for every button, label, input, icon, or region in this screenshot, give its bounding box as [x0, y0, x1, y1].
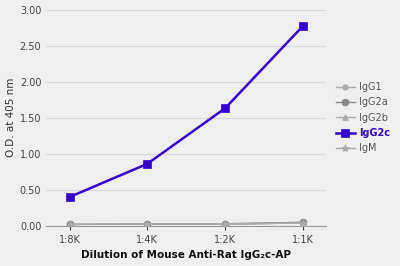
IgM	[223, 222, 228, 226]
IgM	[145, 222, 150, 226]
Line: IgG2a: IgG2a	[66, 219, 306, 228]
Y-axis label: O.D. at 405 nm: O.D. at 405 nm	[6, 78, 16, 157]
Line: IgG2c: IgG2c	[65, 22, 307, 201]
IgG2c	[67, 196, 72, 199]
IgG1	[67, 223, 72, 226]
IgG2c	[300, 24, 305, 28]
IgG2c	[145, 162, 150, 165]
IgG1	[223, 222, 228, 226]
Line: IgM: IgM	[65, 219, 307, 228]
Legend: IgG1, IgG2a, IgG2b, IgG2c, IgM: IgG1, IgG2a, IgG2b, IgG2c, IgM	[332, 78, 394, 157]
IgG2a	[300, 221, 305, 224]
IgM	[67, 223, 72, 226]
IgG1	[145, 222, 150, 226]
X-axis label: Dilution of Mouse Anti-Rat IgG₂c-AP: Dilution of Mouse Anti-Rat IgG₂c-AP	[81, 251, 291, 260]
Line: IgG2b: IgG2b	[66, 219, 306, 228]
IgG2b	[223, 222, 228, 226]
IgG2b	[300, 221, 305, 225]
IgG2b	[145, 222, 150, 226]
IgG2a	[223, 222, 228, 225]
IgG1	[300, 221, 305, 225]
IgG2c	[223, 107, 228, 110]
Line: IgG1: IgG1	[67, 220, 306, 227]
IgG2a	[67, 223, 72, 226]
IgG2b	[67, 223, 72, 226]
IgG2a	[145, 222, 150, 226]
IgM	[300, 221, 305, 225]
